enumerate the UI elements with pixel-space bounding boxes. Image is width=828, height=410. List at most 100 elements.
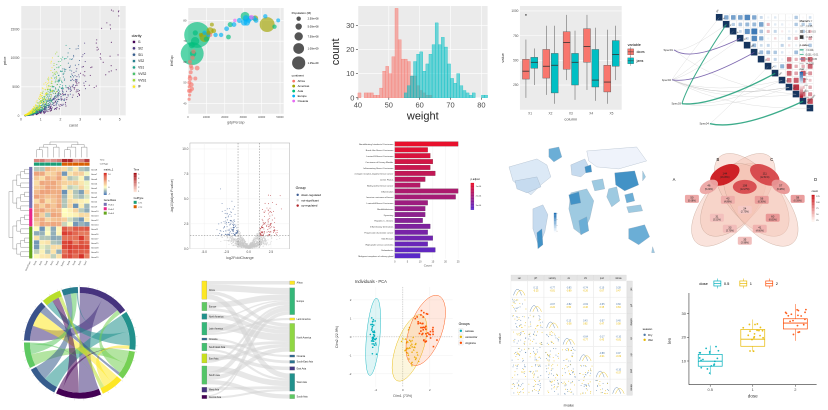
pairs-matrix-svg: sal sal pH pH salinity salinity do do chl chl pod p… <box>498 275 653 408</box>
panel-volcano-plot[interactable]: -5.0 -2.5 0.0 2.5 0.0 2.5 5.0 7.5 10.0 log2FoldCh… <box>166 137 332 274</box>
svg-text:continent: continent <box>291 74 303 78</box>
svg-text:10: 10 <box>346 69 354 78</box>
svg-text:Mantel's r: Mantel's r <box>800 19 812 23</box>
svg-text:60: 60 <box>183 60 187 64</box>
svg-text:Test8: Test8 <box>72 259 77 266</box>
panel-chord-diagram[interactable] <box>0 273 166 410</box>
panel-annotated-heatmap[interactable]: Gene8 Gene7 Gene6 Gene4 Gene5 Gene1 Gene3 Gene2… <box>0 137 166 274</box>
svg-text:lifeExp: lifeExp <box>170 55 174 66</box>
svg-text:-0.09: -0.09 <box>616 356 622 358</box>
svg-text:3e-04: 3e-04 <box>476 204 482 206</box>
svg-text:do: do <box>629 337 632 340</box>
svg-text:Group: Group <box>295 186 305 190</box>
svg-text:Individuals - PCA: Individuals - PCA <box>355 279 387 284</box>
pca-plot-svg: Individuals - PCA -2 0 2 -2 -1 0 1 2 Dim1 (73%) Di… <box>335 279 478 398</box>
svg-text:Africa: Africa <box>297 79 305 83</box>
svg-text:7.50e+08: 7.50e+08 <box>307 34 318 38</box>
svg-text:0.28: 0.28 <box>616 288 621 290</box>
svg-text:salinity: salinity <box>629 319 632 327</box>
svg-text:(12.61%): (12.61%) <box>760 176 769 178</box>
svg-text:doors: doors <box>636 50 644 54</box>
svg-text:corr: corr <box>800 67 805 71</box>
panel-enrichment-bars[interactable]: Noninfiltrating Intraductal Carcinoma Bas… <box>331 137 497 274</box>
panel-pca-plot[interactable]: Individuals - PCA -2 0 2 -2 -1 0 1 2 Dim1 (73%) Di… <box>331 273 497 410</box>
svg-text:0.82: 0.82 <box>583 324 588 326</box>
svg-text:VVS2: VVS2 <box>138 72 146 76</box>
svg-text:0.43: 0.43 <box>599 340 604 342</box>
svg-text:2: 2 <box>60 118 62 122</box>
svg-text:Gene14: Gene14 <box>91 224 99 226</box>
svg-text:43: 43 <box>727 196 731 200</box>
svg-text:0.25 - 0.5: 0.25 - 0.5 <box>806 31 817 34</box>
svg-text:0.5: 0.5 <box>805 79 809 81</box>
svg-text:50: 50 <box>816 214 819 216</box>
svg-text:80: 80 <box>477 101 485 110</box>
svg-text:Medulloblastoma: Medulloblastoma <box>377 208 394 211</box>
panel-mantel-correlation[interactable]: pH N P K Ca Mg S Al Fe Mn Zn Mo Baresoil Humdepth Spec… <box>662 0 828 137</box>
svg-text:-0.46: -0.46 <box>583 307 589 309</box>
svg-text:South-East Asia: South-East Asia <box>296 361 313 364</box>
svg-text:CellType: CellType <box>100 163 109 165</box>
svg-text:-0.10: -0.10 <box>616 337 622 339</box>
svg-text:1: 1 <box>750 281 753 286</box>
svg-text:-0.63: -0.63 <box>583 304 589 306</box>
panel-diamonds-scatter[interactable]: 0 1 2 3 4 5 0 5000 10000 15000 carat price clarity I1… <box>0 0 166 137</box>
panel-weight-histogram[interactable]: 40 50 60 70 80 0 10 20 30 weight count <box>331 0 497 137</box>
svg-text:0.43: 0.43 <box>583 321 588 323</box>
svg-text:-0.26: -0.26 <box>583 291 589 293</box>
svg-text:4: 4 <box>138 178 140 180</box>
svg-text:2: 2 <box>795 388 797 393</box>
svg-text:Test3: Test3 <box>50 259 55 266</box>
svg-text:Dim2 (22.9%): Dim2 (22.9%) <box>335 326 339 348</box>
svg-text:10: 10 <box>108 174 111 176</box>
svg-text:-2: -2 <box>349 372 352 376</box>
svg-text:250: 250 <box>513 83 519 87</box>
svg-text:0: 0 <box>402 389 404 393</box>
svg-text:count: count <box>812 189 819 193</box>
svg-text:Gene8: Gene8 <box>91 169 98 171</box>
svg-text:15: 15 <box>432 260 435 263</box>
svg-text:-0.83: -0.83 <box>566 288 572 290</box>
svg-text:jams: jams <box>635 59 643 63</box>
svg-text:Europe: Europe <box>296 300 304 303</box>
svg-text:20: 20 <box>346 45 354 54</box>
svg-text:clarity: clarity <box>132 34 142 38</box>
panel-venn-diagram[interactable]: 144 (16.36%) 111 (12.61%) 50 (5.68%) 58 (6.59%)… <box>662 137 828 274</box>
svg-text:35: 35 <box>744 237 748 241</box>
svg-text:East Asia: East Asia <box>296 368 306 371</box>
svg-text:I1: I1 <box>138 40 141 44</box>
svg-text:-0.89: -0.89 <box>566 291 572 293</box>
enrichment-bars-svg: Noninfiltrating Intraductal Carcinoma Bas… <box>355 140 482 267</box>
svg-text:-0.38: -0.38 <box>566 324 572 326</box>
svg-text:-0.22: -0.22 <box>549 307 555 309</box>
svg-text:Spec04: Spec04 <box>700 122 710 126</box>
svg-text:31: 31 <box>716 214 720 218</box>
svg-text:0.12: 0.12 <box>533 288 538 290</box>
svg-text:A: A <box>673 177 676 182</box>
svg-text:-log10(Adjust P-value): -log10(Adjust P-value) <box>170 179 174 212</box>
panel-grouped-boxplot[interactable]: X1 X2 X3 X4 X5 250 500 750 1000 column value variab… <box>497 0 663 137</box>
panel-pairs-matrix[interactable]: sal sal pH pH salinity salinity do do chl chl pod p… <box>497 273 663 410</box>
svg-text:Gene3: Gene3 <box>91 197 98 199</box>
panel-gapminder-bubble[interactable]: 0 10000 20000 30000 40000 50000 40 50 60 70 80 gdpP… <box>166 0 332 137</box>
svg-text:10: 10 <box>682 359 687 364</box>
svg-text:5: 5 <box>119 118 121 122</box>
svg-text:East Asia: East Asia <box>208 358 218 361</box>
svg-text:2.5: 2.5 <box>184 222 189 226</box>
panel-world-choropleth[interactable] <box>496 136 663 274</box>
panel-sankey-diagram[interactable]: Africa Europe North America Latin America Oc… <box>166 273 332 410</box>
svg-text:not-significant: not-significant <box>301 198 319 202</box>
svg-text:Fe: Fe <box>772 64 777 69</box>
svg-text:(3.98%): (3.98%) <box>741 242 749 244</box>
svg-text:>= 0.5: >= 0.5 <box>806 36 813 39</box>
svg-text:Malignant neoplasm of salivary: Malignant neoplasm of salivary gland <box>359 255 395 258</box>
svg-text:-0.25: -0.25 <box>533 291 539 293</box>
svg-text:pH: pH <box>716 9 720 13</box>
svg-text:Al: Al <box>765 58 769 62</box>
svg-text:-2.5: -2.5 <box>223 250 229 254</box>
svg-text:Time: Time <box>134 168 140 171</box>
svg-text:-0.77: -0.77 <box>583 340 589 342</box>
svg-text:up-regulated: up-regulated <box>301 203 318 207</box>
panel-dose-boxplot[interactable]: 0.5 1 2 10 20 30 dose len dose 0.5 1 2 <box>662 273 828 410</box>
